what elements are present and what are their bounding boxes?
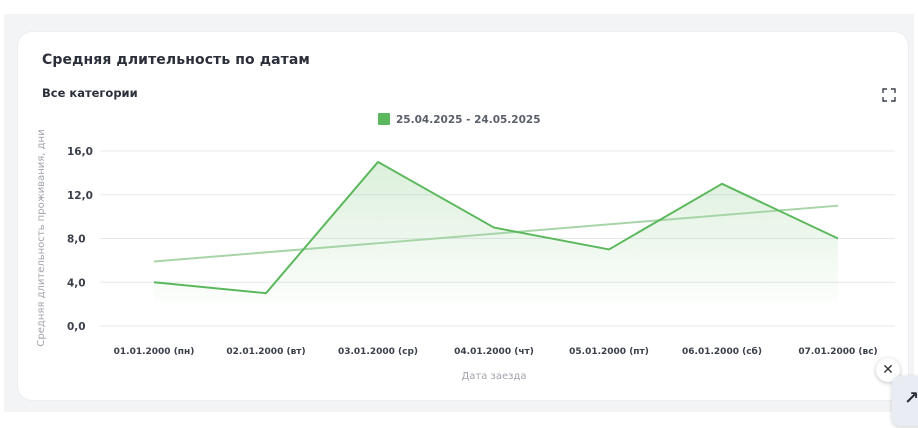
series-line-group: [152, 160, 840, 295]
x-tick-label: 03.01.2000 (ср): [338, 347, 418, 357]
y-tick-label: 4,0: [67, 277, 86, 289]
expand-icon[interactable]: [882, 87, 896, 102]
x-tick-label: 02.01.2000 (вт): [226, 347, 305, 357]
data-point[interactable]: [492, 226, 496, 230]
x-axis-ticks: 01.01.2000 (пн) 02.01.2000 (вт) 03.01.2000…: [114, 346, 878, 357]
data-point[interactable]: [720, 182, 724, 186]
side-widget[interactable]: [892, 376, 918, 426]
x-tick-label: 07.01.2000 (вс): [798, 347, 877, 357]
trend-line-group: [153, 204, 839, 263]
x-tick-label: 01.01.2000 (пн): [114, 347, 195, 357]
y-axis-ticks: 0,0 4,0 8,0 12,0 16,0: [67, 146, 93, 333]
y-tick-label: 8,0: [67, 234, 86, 246]
trend-line: [153, 204, 839, 263]
y-axis-label: Средняя длительность проживания, дни: [36, 129, 47, 346]
data-point[interactable]: [607, 247, 611, 251]
legend-label[interactable]: 25.04.2025 - 24.05.2025: [396, 114, 541, 126]
series-line[interactable]: [153, 160, 839, 295]
legend-swatch[interactable]: [378, 113, 390, 125]
card-title: Средняя длительность по датам: [42, 52, 310, 68]
x-tick-label: 06.01.2000 (сб): [682, 346, 762, 357]
x-axis-label: Дата заезда: [461, 371, 526, 382]
x-tick-label: 05.01.2000 (пт): [569, 347, 649, 357]
y-tick-label: 16,0: [67, 146, 93, 158]
y-tick-label: 0,0: [67, 321, 86, 333]
series-area-fill: [154, 161, 838, 301]
x-tick-label: 04.01.2000 (чт): [454, 347, 534, 357]
data-point[interactable]: [152, 280, 156, 284]
y-tick-label: 12,0: [67, 190, 93, 202]
data-point[interactable]: [376, 160, 380, 164]
card-subtitle: Все категории: [42, 86, 138, 100]
series-area: [154, 161, 838, 301]
legend: 25.04.2025 - 24.05.2025: [378, 113, 541, 126]
data-point[interactable]: [836, 237, 840, 241]
data-point[interactable]: [264, 291, 268, 295]
widget-icon: ↗: [904, 388, 918, 409]
